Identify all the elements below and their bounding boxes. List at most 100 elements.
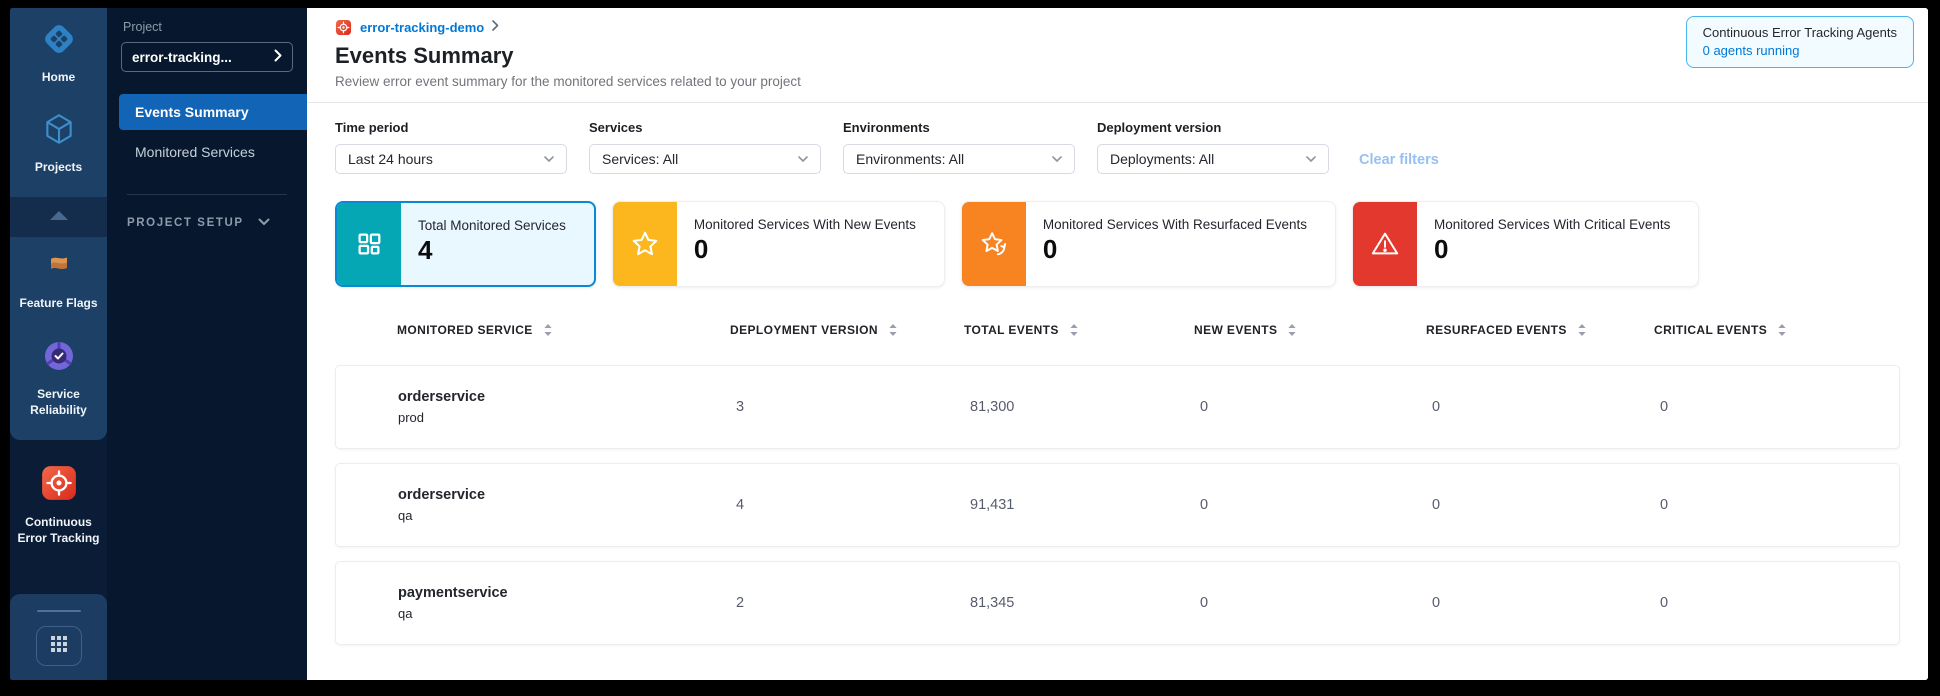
rail-modules-section: Feature Flags Service Reliability — [10, 237, 107, 440]
agents-box-title: Continuous Error Tracking Agents — [1702, 25, 1897, 40]
filter-environments-label: Environments — [843, 120, 930, 135]
stat-cards: Total Monitored Services 4 Monitored Ser… — [307, 174, 1928, 287]
stat-value: 0 — [1434, 234, 1449, 264]
filter-deployment-version: Deployment version Deployments: All — [1097, 120, 1329, 174]
table-row[interactable]: orderservice qa 4 91,431 0 0 0 — [335, 463, 1900, 547]
stat-value: 0 — [1042, 234, 1058, 264]
page-header: error-tracking-demo Events Summary Revie… — [307, 8, 1928, 103]
page-title: Events Summary — [335, 43, 514, 68]
project-sidebar: Project error-tracking... Events Summary… — [107, 8, 307, 680]
error-tracking-icon — [40, 464, 78, 507]
service-name: orderservice — [398, 389, 486, 405]
nav-projects[interactable]: Projects — [10, 111, 107, 175]
stat-card-total-monitored-services[interactable]: Total Monitored Services 4 — [335, 201, 596, 287]
new-events-cell: 0 — [1200, 497, 1209, 513]
nav-projects-label: Projects — [34, 160, 83, 175]
new-events-cell: 0 — [1200, 595, 1209, 611]
total-events-cell: 91,431 — [970, 497, 1015, 513]
project-setup-section[interactable]: PROJECT SETUP — [127, 217, 287, 229]
rail-divider — [36, 610, 81, 612]
module-picker-button[interactable] — [35, 626, 82, 666]
stat-label: Monitored Services With Resurfaced Event… — [1042, 217, 1308, 232]
sort-icon — [544, 324, 552, 336]
nav-feature-flags-label: Feature Flags — [19, 296, 98, 311]
stat-card-body: Monitored Services With New Events 0 — [677, 202, 944, 286]
environments-select[interactable]: Environments: All — [843, 144, 1075, 174]
critical-events-cell: 0 — [1660, 595, 1669, 611]
grid-icon — [50, 635, 68, 658]
column-new-events[interactable]: NEW EVENTS — [1194, 323, 1426, 337]
stat-card-resurfaced-events[interactable]: Monitored Services With Resurfaced Event… — [960, 201, 1337, 287]
sort-icon — [1778, 324, 1786, 336]
stat-card-critical-events[interactable]: Monitored Services With Critical Events … — [1352, 201, 1700, 287]
sidebar-item-monitored-services-label: Monitored Services — [135, 144, 255, 160]
filters-bar: Time period Last 24 hours Services Servi… — [307, 103, 1928, 174]
filter-deployment-version-label: Deployment version — [1097, 120, 1222, 135]
flag-icon — [42, 251, 76, 288]
stat-card-new-events[interactable]: Monitored Services With New Events 0 — [611, 201, 945, 287]
deployment-version-cell: 3 — [736, 399, 745, 415]
home-icon — [41, 21, 77, 62]
events-table: MONITORED SERVICE DEPLOYMENT VERSION TOT… — [307, 287, 1928, 645]
nav-service-reliability[interactable]: Service Reliability — [10, 338, 107, 418]
project-selector[interactable]: error-tracking... — [121, 42, 293, 72]
sidebar-item-monitored-services[interactable]: Monitored Services — [119, 134, 307, 170]
clear-filters-button[interactable]: Clear filters — [1359, 152, 1439, 168]
deployment-version-cell: 4 — [736, 497, 745, 513]
project-setup-label: PROJECT SETUP — [127, 217, 244, 229]
agents-status-box[interactable]: Continuous Error Tracking Agents 0 agent… — [1685, 16, 1914, 68]
sort-icon — [889, 324, 897, 336]
nav-home[interactable]: Home — [10, 21, 107, 85]
agents-running-link[interactable]: 0 agents running — [1702, 43, 1800, 58]
dashboard-icon — [337, 203, 401, 285]
deployments-select[interactable]: Deployments: All — [1097, 144, 1329, 174]
nav-feature-flags[interactable]: Feature Flags — [10, 251, 107, 311]
services-select[interactable]: Services: All — [589, 144, 821, 174]
breadcrumb-project-link[interactable]: error-tracking-demo — [360, 19, 485, 35]
service-cell: paymentservice qa — [336, 585, 731, 621]
rail-bottom-section — [10, 594, 107, 680]
time-period-value: Last 24 hours — [348, 151, 433, 167]
sidebar-divider — [127, 194, 287, 195]
service-environment: prod — [398, 410, 425, 425]
column-critical-events[interactable]: CRITICAL EVENTS — [1654, 323, 1900, 337]
column-label: NEW EVENTS — [1194, 323, 1278, 337]
chevron-down-icon — [258, 217, 270, 229]
deployment-version-cell: 2 — [736, 595, 745, 611]
nav-home-label: Home — [41, 70, 76, 84]
filter-services: Services Services: All — [589, 120, 821, 174]
chevron-down-icon — [1052, 156, 1062, 162]
sidebar-item-events-summary-label: Events Summary — [135, 104, 249, 120]
service-name: orderservice — [398, 487, 486, 503]
sort-icon — [1288, 324, 1296, 336]
stat-card-body: Monitored Services With Resurfaced Event… — [1026, 202, 1335, 286]
sidebar-item-events-summary[interactable]: Events Summary — [119, 94, 307, 130]
total-events-cell: 81,345 — [970, 595, 1015, 611]
new-events-cell: 0 — [1200, 399, 1209, 415]
service-environment: qa — [398, 606, 413, 621]
critical-events-cell: 0 — [1660, 497, 1669, 513]
stat-value: 0 — [693, 234, 709, 264]
column-monitored-service[interactable]: MONITORED SERVICE — [335, 323, 730, 337]
rail-top-section: Home Projects — [10, 8, 107, 198]
column-label: RESURFACED EVENTS — [1426, 323, 1567, 337]
star-icon — [612, 202, 677, 286]
star-refresh-icon — [961, 202, 1026, 286]
column-deployment-version[interactable]: DEPLOYMENT VERSION — [730, 323, 964, 337]
chevron-down-icon — [1306, 156, 1316, 162]
nav-continuous-error-tracking[interactable]: Continuous Error Tracking — [10, 464, 107, 546]
column-resurfaced-events[interactable]: RESURFACED EVENTS — [1426, 323, 1654, 337]
resurfaced-events-cell: 0 — [1432, 497, 1441, 513]
service-environment: qa — [398, 508, 413, 523]
table-row[interactable]: orderservice prod 3 81,300 0 0 0 — [335, 365, 1900, 449]
filter-services-label: Services — [589, 120, 643, 135]
chevron-right-icon — [274, 49, 282, 65]
column-total-events[interactable]: TOTAL EVENTS — [964, 323, 1194, 337]
filter-time-period: Time period Last 24 hours — [335, 120, 567, 174]
rail-scroll-up[interactable] — [10, 197, 107, 238]
time-period-select[interactable]: Last 24 hours — [335, 144, 567, 174]
table-row[interactable]: paymentservice qa 2 81,345 0 0 0 — [335, 561, 1900, 645]
breadcrumb-chevron-icon — [492, 18, 499, 36]
stat-label: Monitored Services With New Events — [693, 217, 916, 232]
rail-selected-section: Continuous Error Tracking — [10, 440, 107, 574]
